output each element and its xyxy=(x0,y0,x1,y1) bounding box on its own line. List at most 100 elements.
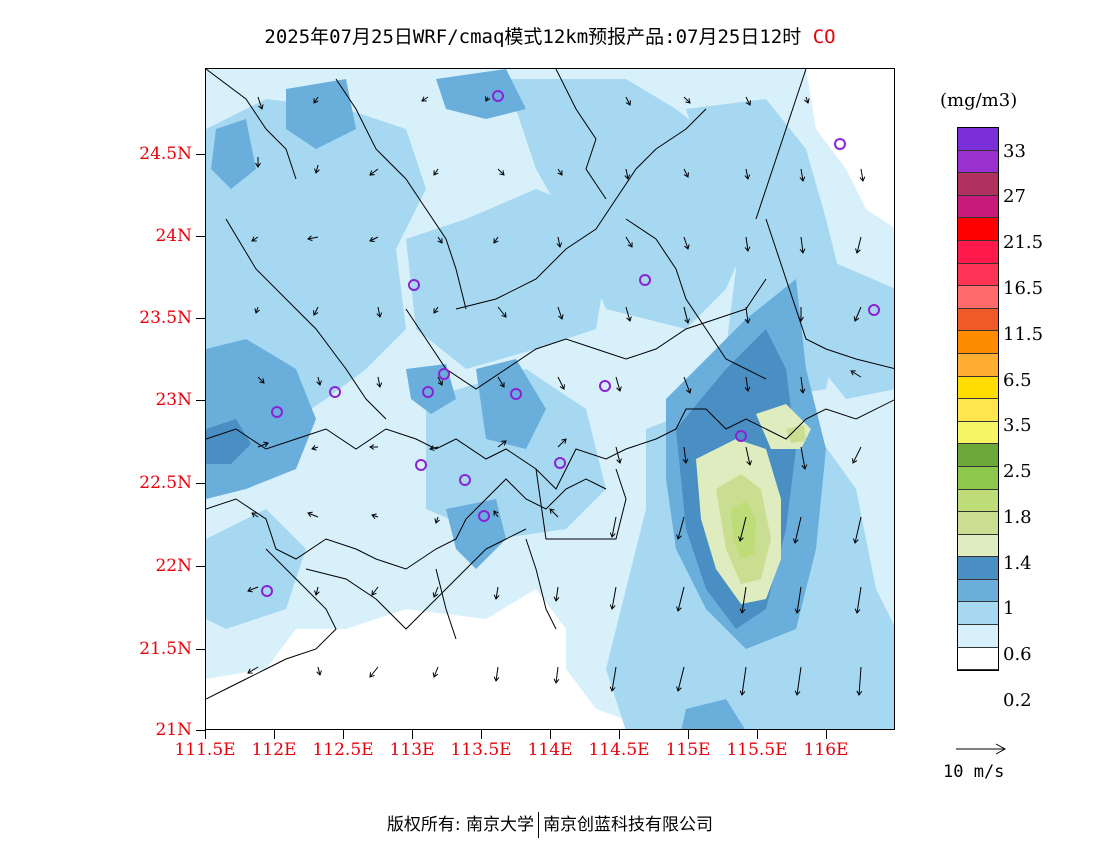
wind-arrow-head xyxy=(376,312,383,318)
wind-arrow-head xyxy=(549,508,555,514)
wind-arrow-head xyxy=(314,590,320,596)
wind-arrow-head xyxy=(682,458,689,464)
wind-arrow-head xyxy=(852,458,858,464)
station-marker[interactable] xyxy=(422,386,434,398)
station-marker[interactable] xyxy=(478,510,490,522)
wind-arrow-head xyxy=(794,690,801,696)
colorbar-label: 11.5 xyxy=(1003,324,1044,345)
wind-arrow xyxy=(317,666,321,676)
wind-arrow-head xyxy=(616,386,622,392)
station-marker[interactable] xyxy=(834,138,846,150)
wind-arrow-head xyxy=(676,606,682,612)
lon-tick xyxy=(550,730,551,739)
wind-arrow-head xyxy=(627,242,633,248)
wind-arrow-head xyxy=(501,440,507,446)
lon-tick xyxy=(343,730,344,739)
wind-arrow xyxy=(307,512,319,518)
colorbar-label: 16.5 xyxy=(1003,278,1044,299)
wind-arrow xyxy=(741,666,747,696)
wind-arrow-head xyxy=(369,672,375,678)
wind-arrow xyxy=(315,586,319,596)
lat-label: 21N xyxy=(155,720,192,740)
wind-arrow-head xyxy=(493,238,499,244)
wind-arrow xyxy=(683,376,691,394)
pollutant-label: CO xyxy=(812,26,836,48)
station-marker[interactable] xyxy=(329,386,341,398)
wind-arrow-head xyxy=(371,513,377,519)
lat-tick xyxy=(196,566,205,567)
colorbar-label: 27 xyxy=(1003,186,1026,207)
wind-arrow-head xyxy=(307,511,313,518)
wind-arrow xyxy=(745,96,751,106)
wind-arrow-head xyxy=(744,318,751,324)
station-marker[interactable] xyxy=(271,406,283,418)
lat-tick xyxy=(196,649,205,650)
station-marker[interactable] xyxy=(261,585,273,597)
station-marker[interactable] xyxy=(599,380,611,392)
lon-label: 116E xyxy=(803,740,849,760)
station-marker[interactable] xyxy=(735,430,747,442)
wind-arrow-head xyxy=(556,242,563,248)
wind-arrow xyxy=(856,236,862,254)
wind-arrow xyxy=(555,666,559,684)
colorbar-swatch xyxy=(958,557,998,580)
wind-arrow-head xyxy=(254,308,260,314)
lon-label: 114E xyxy=(527,740,573,760)
wind-arrow xyxy=(433,306,439,314)
lat-label: 21.5N xyxy=(139,639,192,659)
lon-tick xyxy=(688,730,689,739)
lon-label: 112E xyxy=(251,740,297,760)
wind-arrow-head xyxy=(557,170,563,176)
copyright-text: 版权所有: 南京大学 xyxy=(386,815,535,835)
colorbar-swatch xyxy=(958,579,998,603)
wind-arrow-head xyxy=(792,538,799,544)
map-panel[interactable] xyxy=(205,68,895,730)
colorbar-swatch xyxy=(958,128,998,151)
wind-arrow-head xyxy=(799,176,806,182)
colorbar-swatch xyxy=(958,263,998,287)
wind-arrow xyxy=(497,376,505,388)
wind-arrow-head xyxy=(493,510,499,516)
wind-arrow xyxy=(433,666,439,678)
station-marker[interactable] xyxy=(459,474,471,486)
wind-arrow-head xyxy=(561,438,567,444)
wind-arrow-head xyxy=(251,512,257,518)
colorbar-swatch xyxy=(958,444,998,467)
wind-arrow-head xyxy=(738,536,744,542)
station-marker[interactable] xyxy=(510,388,522,400)
wind-arrow xyxy=(745,236,749,252)
wind-arrow xyxy=(677,666,685,692)
wind-arrow xyxy=(860,168,864,182)
station-marker[interactable] xyxy=(415,459,427,471)
wind-arrow-head xyxy=(313,310,319,316)
wind-arrow xyxy=(557,306,563,320)
wind-arrow xyxy=(377,306,381,318)
station-marker[interactable] xyxy=(639,274,651,286)
station-marker[interactable] xyxy=(492,90,504,102)
wind-arrow xyxy=(493,236,499,244)
field-low-ne xyxy=(806,69,894,228)
wind-arrow xyxy=(549,508,559,518)
station-marker[interactable] xyxy=(408,279,420,291)
lat-label: 23N xyxy=(155,390,192,410)
station-marker[interactable] xyxy=(868,304,880,316)
wind-arrow xyxy=(800,446,806,470)
wind-arrow-head xyxy=(251,236,257,242)
lon-label: 113E xyxy=(389,740,435,760)
lat-tick xyxy=(196,154,205,155)
wind-arrow-head xyxy=(429,445,435,451)
field-low-sea xyxy=(206,589,651,729)
wind-arrow xyxy=(850,370,862,378)
station-marker[interactable] xyxy=(554,457,566,469)
wind-arrow xyxy=(677,586,685,612)
wind-arrow-head xyxy=(685,388,692,394)
wind-arrow xyxy=(307,236,319,240)
station-marker[interactable] xyxy=(438,368,450,380)
wind-arrow xyxy=(856,586,862,614)
wind-arrow-head xyxy=(247,668,253,674)
wind-arrow-head xyxy=(499,382,505,388)
wind-arrow-head xyxy=(553,678,560,684)
wind-arrow-head xyxy=(744,174,751,180)
wind-arrow-head xyxy=(369,236,375,242)
wind-arrow-head xyxy=(314,168,320,174)
